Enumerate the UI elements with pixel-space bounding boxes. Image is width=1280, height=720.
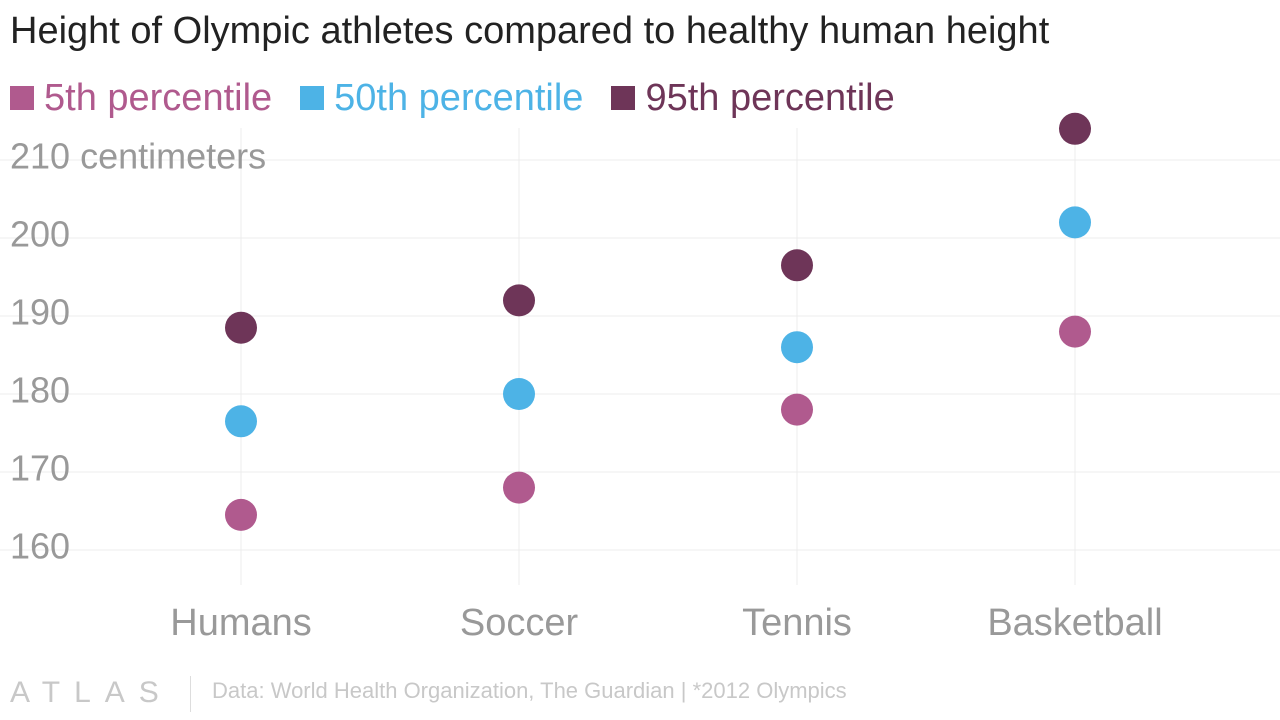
point-95th-soccer bbox=[503, 284, 535, 317]
source-note: Data: World Health Organization, The Gua… bbox=[212, 678, 847, 703]
footer-divider bbox=[190, 676, 191, 712]
point-50th-soccer bbox=[503, 378, 535, 410]
x-tick-label-tennis: Tennis bbox=[742, 602, 852, 644]
y-tick-label-200: 200 bbox=[10, 214, 70, 255]
y-tick-label-210: 210 centimeters bbox=[10, 136, 266, 177]
point-5th-basketball bbox=[1059, 315, 1091, 348]
x-tick-label-basketball: Basketball bbox=[987, 602, 1162, 644]
point-5th-tennis bbox=[781, 393, 813, 426]
point-95th-humans bbox=[225, 311, 257, 344]
chart-title: Height of Olympic athletes compared to h… bbox=[10, 10, 1050, 52]
legend: 5th percentile 50th percentile 95th perc… bbox=[10, 76, 923, 120]
point-95th-basketball bbox=[1059, 112, 1091, 145]
atlas-logo: ATLAS bbox=[10, 676, 173, 709]
chart-plot-area: 160 170 180 190 200 210 centimeters Humans Socc… bbox=[0, 112, 1280, 644]
point-50th-basketball bbox=[1059, 206, 1091, 239]
point-50th-humans bbox=[225, 405, 257, 438]
y-tick-label-190: 190 bbox=[10, 292, 70, 333]
point-5th-humans bbox=[225, 498, 257, 531]
legend-item-5th: 5th percentile bbox=[10, 77, 272, 120]
footer: ATLAS Data: World Health Organization, T… bbox=[0, 668, 1280, 716]
legend-swatch-5th bbox=[10, 86, 34, 110]
legend-item-95th: 95th percentile bbox=[611, 76, 895, 120]
x-tick-label-soccer: Soccer bbox=[460, 602, 579, 644]
y-tick-label-160: 160 bbox=[10, 526, 70, 567]
point-50th-tennis bbox=[781, 331, 813, 364]
x-tick-label-humans: Humans bbox=[170, 602, 312, 644]
y-tick-label-170: 170 bbox=[10, 448, 70, 489]
point-95th-tennis bbox=[781, 249, 813, 282]
legend-swatch-95th bbox=[611, 86, 636, 110]
y-tick-label-180: 180 bbox=[10, 370, 70, 411]
legend-label-95th: 95th percentile bbox=[645, 76, 895, 119]
point-5th-soccer bbox=[503, 471, 535, 504]
legend-label-50th: 50th percentile bbox=[334, 76, 584, 119]
legend-label-5th: 5th percentile bbox=[44, 76, 273, 119]
legend-swatch-50th bbox=[300, 86, 325, 110]
legend-item-50th: 50th percentile bbox=[300, 77, 583, 120]
